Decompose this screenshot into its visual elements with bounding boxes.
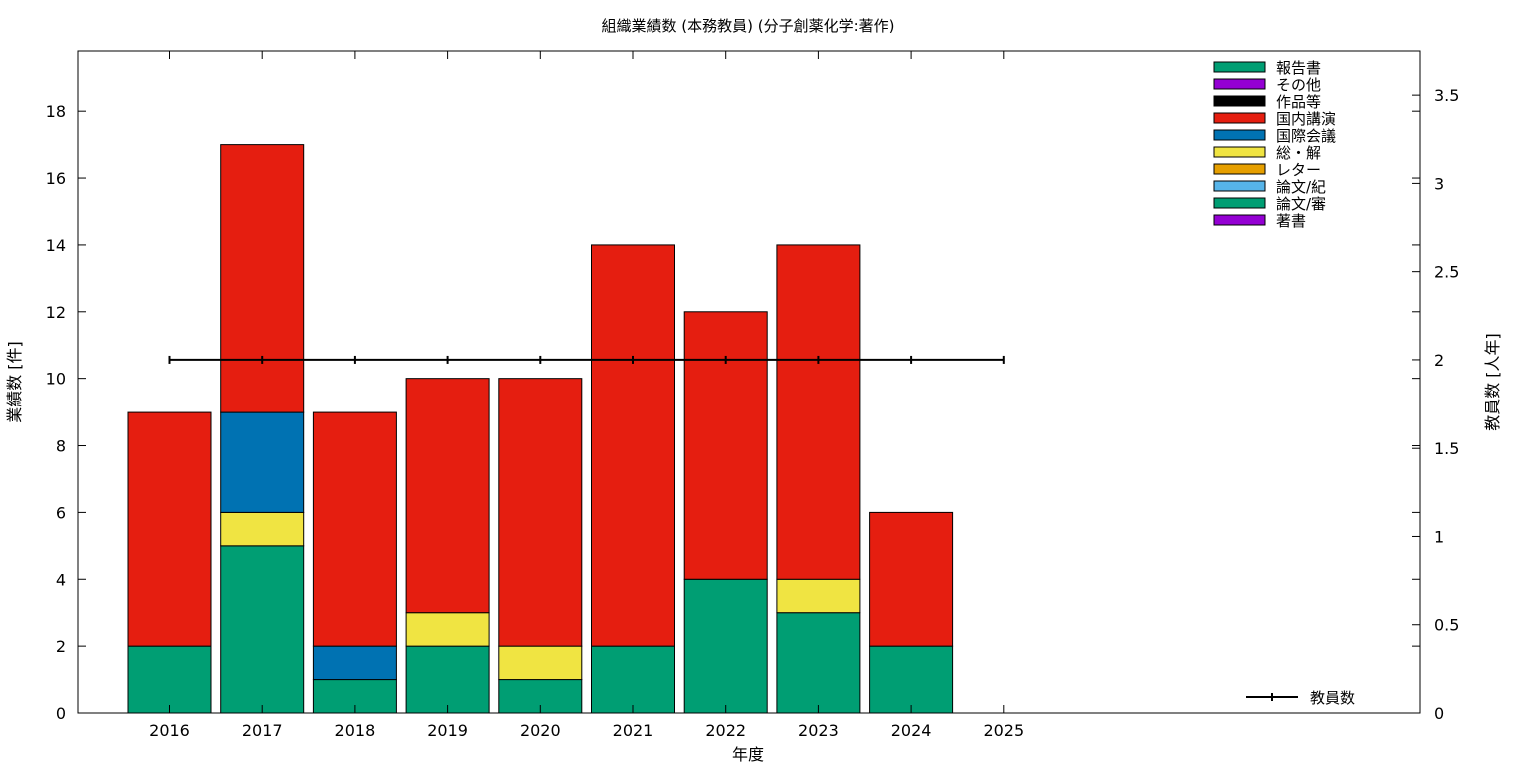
x-tick-label: 2017 — [242, 721, 283, 740]
x-tick-label: 2019 — [427, 721, 468, 740]
y2-tick-label: 0.5 — [1434, 616, 1459, 635]
legend-swatch — [1213, 112, 1266, 124]
legend-swatch — [1213, 146, 1266, 158]
legend-label: 作品等 — [1276, 93, 1321, 111]
x-axis: 2016 2017 2018 2019 2020 2021 2022 2023 2024 2025 — [149, 51, 1024, 740]
legend-label: 国内講演 — [1276, 110, 1336, 128]
y-tick-label: 18 — [46, 102, 66, 121]
bar-2017-国際会議 — [220, 411, 305, 513]
x-tick-label: 2016 — [149, 721, 190, 740]
chart-title: 組織業績数 (本務教員) (分子創薬化学:著作) — [602, 17, 895, 35]
line-legend: 教員数 — [1246, 689, 1355, 707]
bar-2019-総・解 — [405, 612, 490, 647]
y2-tick-label: 1 — [1434, 527, 1444, 546]
legend-line-label: 教員数 — [1310, 689, 1355, 707]
line-layer — [168, 355, 1005, 364]
legend-label: 論文/審 — [1276, 195, 1326, 213]
bar-2017-総・解 — [220, 511, 305, 547]
legend-label: 報告書 — [1276, 59, 1321, 77]
x-tick-label: 2022 — [705, 721, 746, 740]
y-tick-label: 0 — [56, 704, 66, 723]
bar-2023-論文/審 — [776, 612, 861, 714]
bar-2020-総・解 — [498, 645, 583, 681]
bar-2019-国内講演 — [405, 378, 490, 614]
y2-tick-label: 1.5 — [1434, 439, 1459, 458]
y-tick-label: 4 — [56, 570, 66, 589]
y2-axis: 0 0.5 1 1.5 2 2.5 3 3.5 — [1412, 86, 1459, 723]
legend-label: レター — [1276, 161, 1321, 179]
legend-label: 著書 — [1276, 212, 1306, 230]
bar-2022-国内講演 — [683, 311, 768, 580]
legend-swatch — [1213, 129, 1266, 141]
y-axis-label: 業績数 [件] — [5, 341, 24, 423]
legend-swatch — [1213, 78, 1266, 90]
bar-2023-国内講演 — [776, 244, 861, 580]
y-tick-label: 6 — [56, 503, 66, 522]
bar-2018-国内講演 — [312, 411, 397, 647]
legend-swatch — [1213, 95, 1266, 107]
x-axis-label: 年度 — [732, 745, 764, 764]
bar-2021-国内講演 — [591, 244, 675, 647]
x-tick-label: 2023 — [798, 721, 839, 740]
y2-tick-label: 3.5 — [1434, 86, 1459, 105]
y-tick-label: 12 — [46, 303, 66, 322]
y2-tick-label: 2 — [1434, 351, 1444, 370]
bar-2023-総・解 — [776, 578, 861, 614]
legend-swatch — [1213, 163, 1266, 175]
bar-2024-論文/審 — [869, 645, 954, 714]
legend-swatch — [1213, 61, 1266, 73]
bar-2017-国内講演 — [220, 144, 305, 413]
x-tick-label: 2025 — [983, 721, 1024, 740]
bar-2019-論文/審 — [405, 645, 490, 714]
bar-2020-国内講演 — [498, 378, 583, 647]
legend-label: 国際会議 — [1276, 127, 1336, 145]
legend-label: 総・解 — [1276, 144, 1321, 162]
y-tick-label: 16 — [46, 169, 66, 188]
x-tick-label: 2024 — [891, 721, 932, 740]
y2-tick-label: 2.5 — [1434, 263, 1459, 282]
bar-2021-論文/審 — [591, 645, 675, 714]
legend-label: その他 — [1276, 76, 1321, 94]
x-tick-label: 2020 — [520, 721, 561, 740]
y2-tick-label: 3 — [1434, 174, 1444, 193]
bar-2017-論文/審 — [220, 545, 305, 714]
y-tick-label: 2 — [56, 637, 66, 656]
bar-2024-国内講演 — [869, 511, 954, 647]
legend-swatch — [1213, 214, 1266, 226]
bars-layer — [127, 144, 954, 714]
y2-tick-label: 0 — [1434, 704, 1444, 723]
y-tick-label: 8 — [56, 437, 66, 456]
bar-2018-国際会議 — [312, 645, 397, 681]
legend-label: 論文/紀 — [1276, 178, 1326, 196]
x-tick-label: 2021 — [613, 721, 654, 740]
legend-swatch — [1213, 197, 1266, 209]
y-tick-label: 10 — [46, 370, 66, 389]
y-tick-label: 14 — [46, 236, 66, 255]
bar-2016-論文/審 — [127, 645, 212, 714]
x-tick-label: 2018 — [335, 721, 376, 740]
bar-2022-論文/審 — [683, 578, 768, 714]
y2-axis-label: 教員数 [人年] — [1483, 333, 1502, 431]
plot-frame — [77, 50, 1421, 714]
legend-swatch — [1213, 180, 1266, 192]
bar-2016-国内講演 — [127, 411, 212, 647]
